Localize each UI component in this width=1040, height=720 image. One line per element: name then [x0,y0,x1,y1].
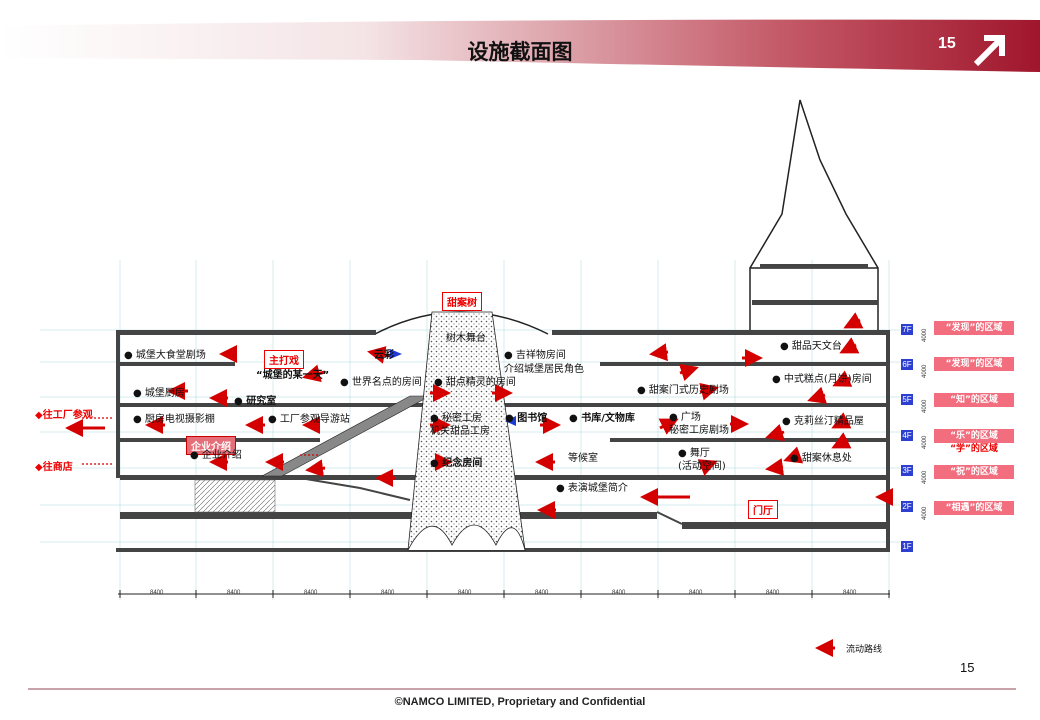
dimension-label: 8400 [458,590,472,596]
dimension-label: 8400 [304,590,318,596]
room-memorial: ● 纪念房间 [430,458,483,469]
main-event-box-label: 主打戏 [264,350,304,369]
header-banner [0,19,1040,73]
dimension-label: 8400 [612,590,626,596]
vertical-dimension-label: 4000 [922,470,928,484]
floor-tag-7f: 7F [901,324,913,335]
room-sweets-spirit: ● 甜点精灵的房间 [434,377,516,388]
zone-fun: “乐”的区域 [934,429,1014,443]
room-secret-factory-theater: 秘密工房剧场 [669,425,729,436]
room-castle-cafeteria: ● 城堡大食堂剧场 [124,350,206,361]
zone-discover-top: “发现”的区域 [934,321,1014,335]
floor-tag-4f: 4F [901,430,913,441]
to-shop-label: ◆往商店 [35,462,73,473]
floor-tag-2f: 2F [901,501,913,512]
company-intro-box-label: 企业介绍 [186,436,236,455]
floor-tag-1f: 1F [901,541,913,552]
room-factory-tour: ● 工厂参观导游站 [268,414,350,425]
vertical-dimension-label: 4000 [922,435,928,449]
to-factory-label: ◆往工厂参观 [35,410,93,421]
room-activity-space: (活动空间) [678,461,726,472]
footer-copyright: ©NAMCO LIMITED, Proprietary and Confiden… [394,696,646,708]
floor-tag-6f: 6F [901,359,913,370]
flow-arrows [65,312,893,657]
room-company-intro: ● 企业介绍 [190,450,242,461]
room-plaza: ● 广场 [669,412,701,423]
zone-discover: “发现”的区域 [934,357,1014,371]
footer-divider [28,688,1016,690]
dimension-label: 8400 [150,590,164,596]
room-cloud: 云彩 [374,350,394,361]
room-castle-kitchen: ● 城堡厨房 [133,388,185,399]
page-number-bottom: 15 [960,660,975,675]
vertical-dimension-label: 4000 [922,364,928,378]
room-day-in-castle: “城堡的某一天” [256,370,330,381]
tree-box-label: 甜案树 [442,292,482,311]
tower [749,99,879,330]
vertical-dimension-label: 4000 [922,399,928,413]
dimension-label: 8400 [843,590,857,596]
room-library: ● 图书馆 [505,413,548,424]
zone-celebrate: “祝”的区域 [934,465,1014,479]
room-mascot-intro: 介绍城堡居民角色 [504,364,584,375]
entrance-box-label: 门厅 [748,500,778,519]
room-bookstore: ● 书库/文物库 [569,413,635,424]
floor-tag-5f: 5F [901,394,913,405]
room-world-famous: ● 世界名点的房间 [340,377,422,388]
zone-meet: “相遇”的区域 [934,501,1014,515]
room-performance-intro: ● 表演城堡简介 [556,483,628,494]
legend-flow-route: 流动路线 [846,645,883,655]
room-mechanism-workshop: 机关甜品工房 [430,426,490,437]
vertical-dimension-label: 4000 [922,328,928,342]
room-dessert-gate: ● 甜案门式历史剧场 [637,385,729,396]
room-sweets-sky: ● 甜品天文台 [780,341,842,352]
floor-tag-3f: 3F [901,465,913,476]
arrow-logo-icon [973,35,1005,67]
dimension-label: 8400 [381,590,395,596]
room-dance-hall: ● 舞厅 [678,448,710,459]
page-title: 设施截面图 [467,40,573,64]
room-secret-workshop: ● 秘密工房 [430,413,482,424]
cloud-marker [390,349,402,359]
page-number-top: 15 [938,35,956,52]
room-rest-area: ● 甜案休息处 [790,453,852,464]
zone-learn: “学”的区域 [950,444,998,454]
dimension-label: 8400 [766,590,780,596]
room-chocolate-shop: ● 克莉丝汀精品屋 [782,416,864,427]
room-mascot: ● 吉祥物房间 [504,350,566,361]
room-waiting: 等候室 [568,453,598,464]
vertical-dimension-label: 4000 [922,506,928,520]
room-chinese-sweets: ● 中式糕点(月饼)房间 [772,374,872,385]
room-tree-stage: 树木舞台 [446,333,486,344]
room-research: ● 研究室 [234,396,277,407]
dimension-label: 8400 [689,590,703,596]
dimension-label: 8400 [535,590,549,596]
room-kitchen-tv: ● 厨房电视摄影棚 [133,414,215,425]
zone-know: “知”的区域 [934,393,1014,407]
dimension-label: 8400 [227,590,241,596]
